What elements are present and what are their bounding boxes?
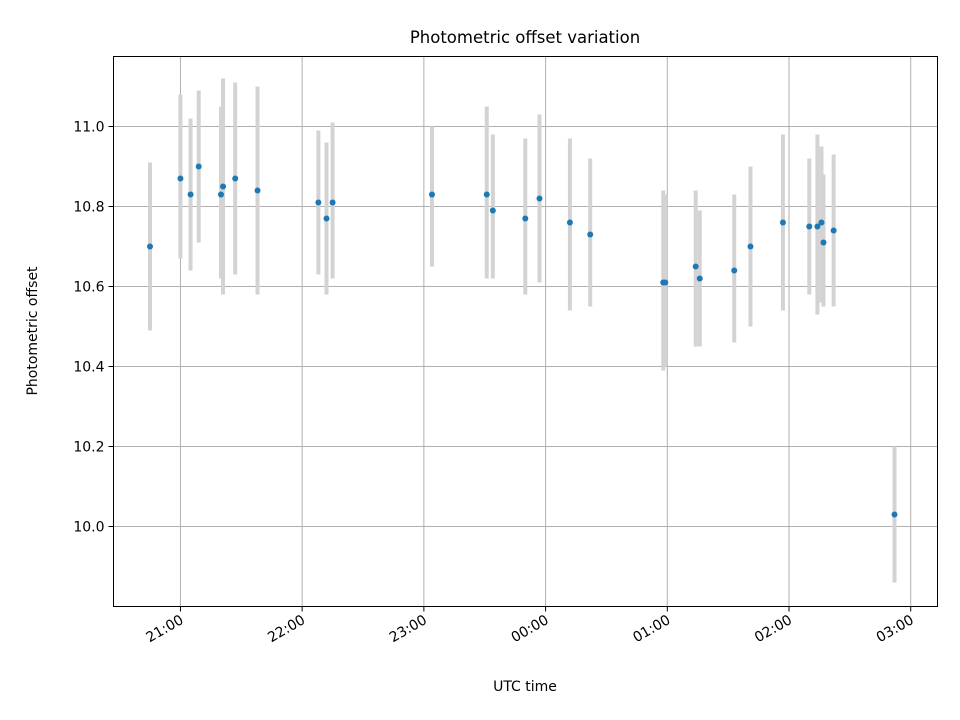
data-point-2: [187, 191, 194, 198]
data-point-25: [806, 223, 813, 230]
data-point-1: [177, 175, 184, 182]
y-tick-label-3: 10.6: [73, 280, 104, 296]
data-point-21: [696, 275, 703, 282]
data-point-16: [566, 219, 573, 226]
y-tick-label-5: 11.0: [73, 120, 104, 136]
data-point-23: [747, 243, 754, 250]
data-point-22: [731, 267, 738, 274]
data-point-11: [428, 191, 435, 198]
x-axis-label: UTC time: [493, 679, 557, 695]
y-axis-label: Photometric offset: [25, 266, 41, 396]
data-point-28: [820, 239, 827, 246]
data-point-9: [323, 215, 330, 222]
data-point-13: [489, 207, 496, 214]
y-tick-label-0: 10.0: [73, 520, 104, 536]
y-tick-label-1: 10.2: [73, 440, 104, 456]
data-point-0: [147, 243, 154, 250]
data-point-10: [329, 199, 336, 206]
data-point-14: [522, 215, 529, 222]
chart-title: Photometric offset variation: [410, 28, 640, 47]
y-tick-label-4: 10.8: [73, 200, 104, 216]
data-point-30: [891, 511, 898, 518]
data-point-26: [814, 223, 821, 230]
data-point-4: [218, 191, 225, 198]
data-point-12: [483, 191, 490, 198]
data-point-5: [220, 183, 227, 190]
data-point-24: [779, 219, 786, 226]
y-tick-label-2: 10.4: [73, 360, 104, 376]
data-point-29: [830, 227, 837, 234]
data-points: [147, 163, 898, 518]
data-point-8: [315, 199, 322, 206]
data-point-17: [587, 231, 594, 238]
data-point-3: [195, 163, 202, 170]
data-point-7: [254, 187, 261, 194]
data-point-20: [692, 263, 699, 270]
data-point-27: [818, 219, 825, 226]
data-point-15: [536, 195, 543, 202]
plot-frame: [113, 56, 938, 607]
data-point-19: [662, 279, 669, 286]
data-point-6: [232, 175, 239, 182]
grid: [113, 56, 938, 607]
